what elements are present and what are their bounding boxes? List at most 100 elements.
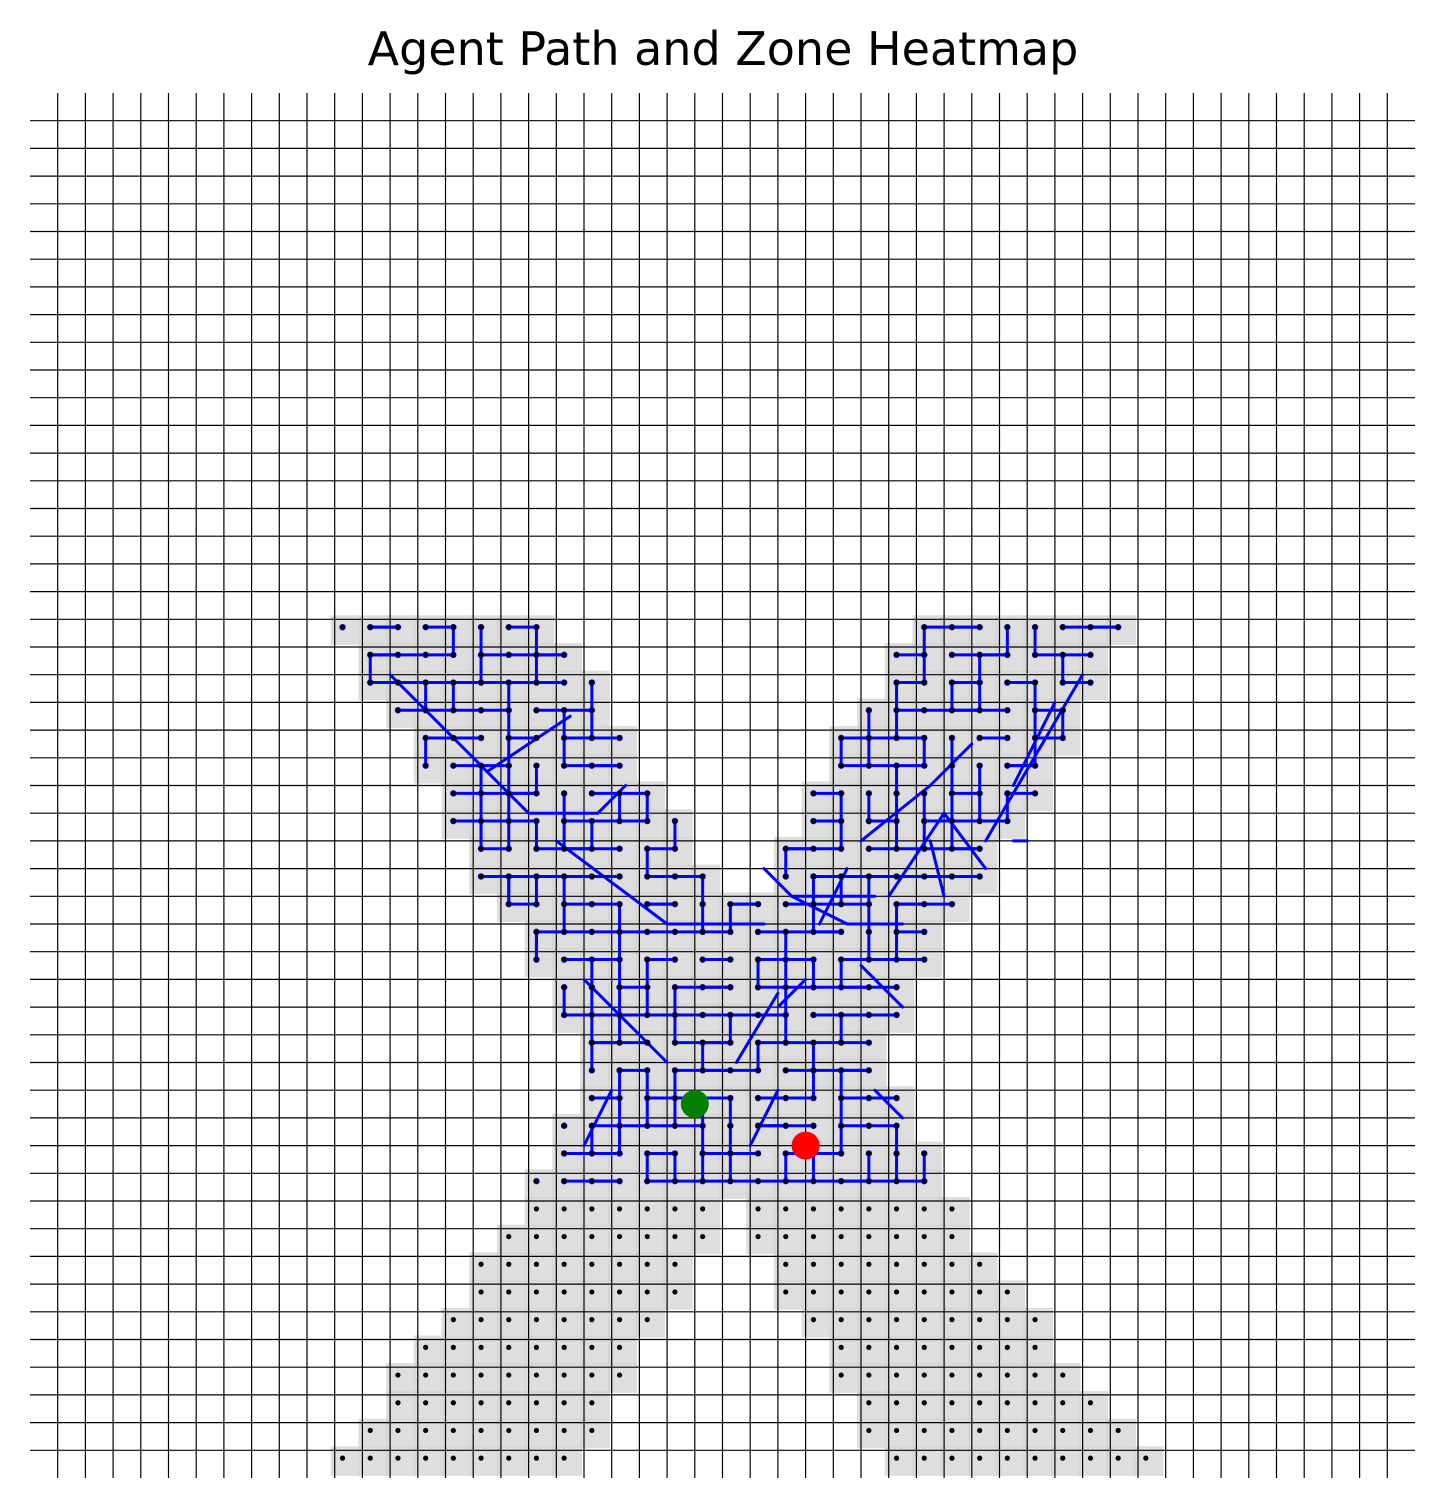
zone-cell — [330, 615, 361, 645]
zone-cell — [635, 1252, 666, 1283]
zone-dot — [506, 1317, 512, 1323]
zone-cell — [524, 698, 555, 729]
zone-dot — [977, 1261, 983, 1267]
zone-cell — [413, 615, 444, 645]
zone-dot — [561, 735, 567, 741]
zone-dot — [616, 1372, 623, 1378]
zone-dot — [893, 984, 900, 990]
zone-dot — [450, 1372, 456, 1378]
zone-cell — [635, 1113, 666, 1144]
zone-dot — [977, 679, 983, 686]
zone-dot — [893, 763, 900, 769]
zone-cell — [552, 781, 582, 812]
zone-dot — [423, 1372, 429, 1378]
zone-dot — [1060, 1372, 1066, 1378]
zone-cell — [690, 1003, 721, 1033]
zone-dot — [866, 1206, 872, 1212]
zone-cell — [912, 698, 943, 729]
zone-dot — [727, 929, 733, 935]
zone-cell — [829, 1197, 859, 1227]
zone-dot — [949, 1455, 955, 1461]
zone-cell — [829, 1086, 859, 1116]
zone-cell — [358, 670, 389, 701]
zone-cell — [663, 1252, 693, 1283]
zone-dot — [533, 1427, 540, 1434]
zone-cell — [635, 1086, 666, 1116]
zone-dot — [589, 1178, 595, 1184]
agent-path-jump — [734, 991, 780, 1064]
zone-dot — [866, 873, 872, 880]
zone-cell — [801, 1086, 832, 1116]
zone-dot — [1060, 1400, 1066, 1406]
zone-cell — [690, 1113, 721, 1144]
zone-dot — [977, 735, 983, 741]
zone-dot — [561, 846, 567, 852]
zone-dot — [783, 1233, 789, 1240]
zone-cell — [829, 1003, 859, 1033]
zone-dot — [866, 1289, 872, 1295]
zone-dot — [700, 1012, 706, 1018]
zone-cell — [580, 892, 610, 922]
zone-dot — [616, 1317, 623, 1323]
zone-dot — [533, 652, 540, 658]
zone-dot — [561, 679, 567, 686]
zone-cell — [801, 1280, 832, 1310]
zone-dot — [921, 1427, 927, 1434]
zone-cell — [1023, 1418, 1053, 1449]
zone-dot — [506, 1261, 512, 1267]
zone-cell — [773, 1280, 804, 1310]
zone-dot — [921, 707, 927, 713]
zone-dot — [810, 790, 817, 796]
zone-cell — [607, 1169, 638, 1199]
zone-cell — [995, 1363, 1026, 1393]
zone-dot — [700, 1150, 706, 1157]
zone-dot — [1004, 1317, 1010, 1323]
zone-cell — [552, 1169, 582, 1199]
zone-dot — [727, 956, 733, 963]
zone-dot — [949, 1427, 955, 1434]
zone-cell — [967, 1335, 998, 1366]
zone-cell — [552, 1113, 582, 1144]
zone-dot — [589, 735, 595, 741]
zone-cell — [912, 1363, 943, 1393]
zone-dot — [977, 1317, 983, 1323]
zone-dot — [893, 901, 900, 907]
zone-cell — [884, 753, 915, 784]
zone-cell — [690, 1030, 721, 1061]
zone-dot — [589, 679, 595, 686]
zone-dot — [506, 624, 512, 630]
zone-cell — [441, 698, 472, 729]
zone-cell — [524, 892, 555, 922]
zone-cell — [1106, 1446, 1136, 1476]
zone-dot — [783, 1067, 789, 1073]
zone-dot — [893, 1261, 900, 1267]
zone-cell — [358, 1446, 389, 1476]
zone-dot — [838, 1261, 844, 1267]
zone-cell — [496, 1280, 527, 1310]
zone-dot — [506, 873, 512, 880]
zone-cell — [718, 1003, 749, 1033]
zone-dot — [478, 1455, 484, 1461]
zone-dot — [644, 790, 650, 796]
zone-cell — [884, 1086, 915, 1116]
zone-cell — [801, 781, 832, 812]
zone-cell — [912, 643, 943, 673]
agent-path-jump — [776, 977, 808, 1009]
zone-cell — [967, 615, 998, 645]
zone-dot — [838, 1095, 844, 1101]
zone-dot — [838, 1123, 844, 1129]
zone-dot — [1032, 679, 1038, 686]
zone-dot — [395, 679, 401, 686]
zone-dot — [450, 707, 456, 713]
zone-cell — [857, 975, 887, 1006]
zone-dot — [893, 1095, 900, 1101]
zone-dot — [727, 1178, 733, 1184]
zone-cell — [690, 1141, 721, 1172]
zone-dot — [450, 1427, 456, 1434]
zone-dot — [589, 901, 595, 907]
zone-dot — [589, 1012, 595, 1018]
zone-cell — [1134, 1446, 1164, 1476]
zone-cell — [829, 1113, 859, 1144]
zone-dot — [616, 1178, 623, 1184]
zone-dot — [893, 873, 900, 880]
